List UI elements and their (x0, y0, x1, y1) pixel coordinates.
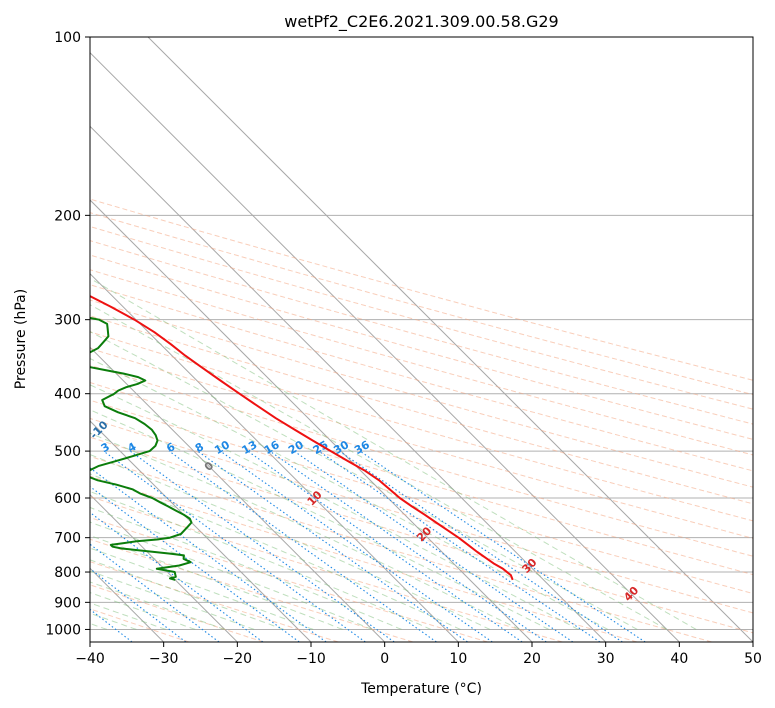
dry-adiabat (90, 496, 563, 642)
isotherm-line (90, 51, 680, 642)
mixing-ratio-label: 36 (352, 438, 372, 457)
moist-adiabat (90, 559, 284, 630)
moist-adiabat (90, 454, 491, 630)
x-tick-label: 50 (744, 651, 762, 667)
x-tick-label: 30 (597, 651, 615, 667)
dry-adiabat (90, 517, 488, 642)
background-lines (90, 37, 753, 642)
moist-adiabat (90, 521, 373, 630)
x-tick-label: 40 (670, 651, 688, 667)
mixing-ratio-label: 10 (212, 438, 232, 457)
x-tick-label: −10 (296, 651, 326, 667)
y-tick-label: 400 (54, 387, 81, 403)
dry-adiabat (90, 212, 753, 396)
dry-adiabat (90, 254, 753, 440)
mixing-ratio-line (168, 450, 437, 642)
moist-adiabat (90, 506, 402, 630)
moist-adiabat (90, 592, 196, 630)
y-tick-label: 600 (54, 491, 81, 507)
y-tick-label: 1000 (45, 622, 81, 638)
mixing-ratio-line (338, 450, 623, 642)
mixing-ratio-line (129, 450, 395, 642)
x-axis-title: Temperature (°C) (360, 681, 482, 697)
dry-adiabat (90, 455, 712, 642)
mixing-ratio-label: 8 (193, 440, 206, 455)
mixing-ratio-label: 1 (4, 440, 17, 455)
mixing-ratio-line (318, 450, 601, 642)
dry-adiabat (90, 436, 753, 634)
dry-adiabat (90, 269, 753, 456)
isotherm-line (90, 272, 459, 642)
moist-adiabat (90, 357, 609, 630)
dry-adiabat (90, 364, 753, 557)
dewpoint-profile-line (90, 316, 193, 581)
dry-adiabat (90, 399, 753, 595)
x-tick-label: 20 (523, 651, 541, 667)
dry-adiabat (90, 225, 753, 410)
chart-title: wetPf2_C2E6.2021.309.00.58.G29 (284, 12, 558, 32)
dry-adiabat (90, 240, 753, 425)
mixing-ratio-line (359, 450, 646, 642)
dry-adiabat (90, 284, 753, 472)
y-tick-label: 100 (54, 30, 81, 46)
isotherm-line (90, 346, 386, 642)
isotherm-line (90, 125, 607, 642)
mixing-ratio-line (220, 450, 493, 642)
dry-adiabat (90, 198, 753, 381)
x-axis: −40 −30 −20 −10 0 10 20 30 40 50 (75, 642, 762, 667)
moist-adiabat (90, 304, 668, 630)
x-tick-label: −40 (75, 651, 105, 667)
dry-adiabat (90, 584, 264, 642)
y-tick-label: 700 (54, 531, 81, 547)
y-tick-label: 800 (54, 565, 81, 581)
y-axis-title: Pressure (hPa) (13, 289, 29, 389)
dry-adiabat (90, 299, 753, 488)
dry-adiabat (90, 561, 339, 642)
x-tick-label: 10 (449, 651, 467, 667)
mixing-ratio-line (90, 467, 327, 642)
mixing-ratio-line (90, 543, 220, 642)
moist-adiabat (90, 432, 520, 630)
mixing-ratio-line (90, 568, 187, 642)
x-tick-label: −30 (149, 651, 179, 667)
profile-series (90, 295, 514, 581)
dry-adiabat (90, 381, 753, 576)
mixing-ratio-line (103, 450, 366, 642)
mixing-ratio-line (247, 450, 523, 642)
moist-adiabat (90, 570, 255, 630)
mixing-ratio-line (293, 450, 574, 642)
y-tick-label: 500 (54, 444, 81, 460)
y-axis: 100 200 300 400 500 600 700 800 900 1000 (45, 30, 90, 638)
moist-adiabat (90, 535, 343, 630)
dry-adiabat (90, 347, 753, 539)
isotherm-line (147, 37, 753, 642)
y-tick-label: 200 (54, 208, 81, 224)
mixing-ratio-label: 3 (99, 440, 112, 455)
dry-adiabat (90, 475, 638, 642)
isotherm-line (90, 199, 533, 642)
dry-adiabat (90, 417, 753, 614)
y-tick-label: 300 (54, 313, 81, 329)
x-tick-label: 0 (380, 651, 389, 667)
moist-adiabat (90, 581, 225, 630)
dry-adiabat (90, 331, 753, 522)
x-tick-label: −20 (223, 651, 253, 667)
moist-adiabat (90, 409, 550, 630)
mixing-ratio-label: 1.5 (33, 437, 56, 458)
mixing-ratio-label: 20 (286, 438, 306, 457)
mixing-ratio-line (269, 450, 547, 642)
y-tick-label: 900 (54, 595, 81, 611)
moist-adiabat (90, 473, 461, 630)
moist-adiabat (90, 547, 314, 630)
plot-frame (89, 36, 754, 643)
isotherm-line (90, 420, 312, 642)
dry-adiabat (90, 315, 753, 505)
temperature-profile-line (90, 295, 514, 581)
isotherm-line (90, 493, 238, 642)
moist-adiabat (90, 277, 697, 630)
moist-adiabat (90, 384, 579, 630)
mixing-ratio-line (197, 450, 468, 642)
mixing-ratio-label: 13 (240, 438, 260, 457)
